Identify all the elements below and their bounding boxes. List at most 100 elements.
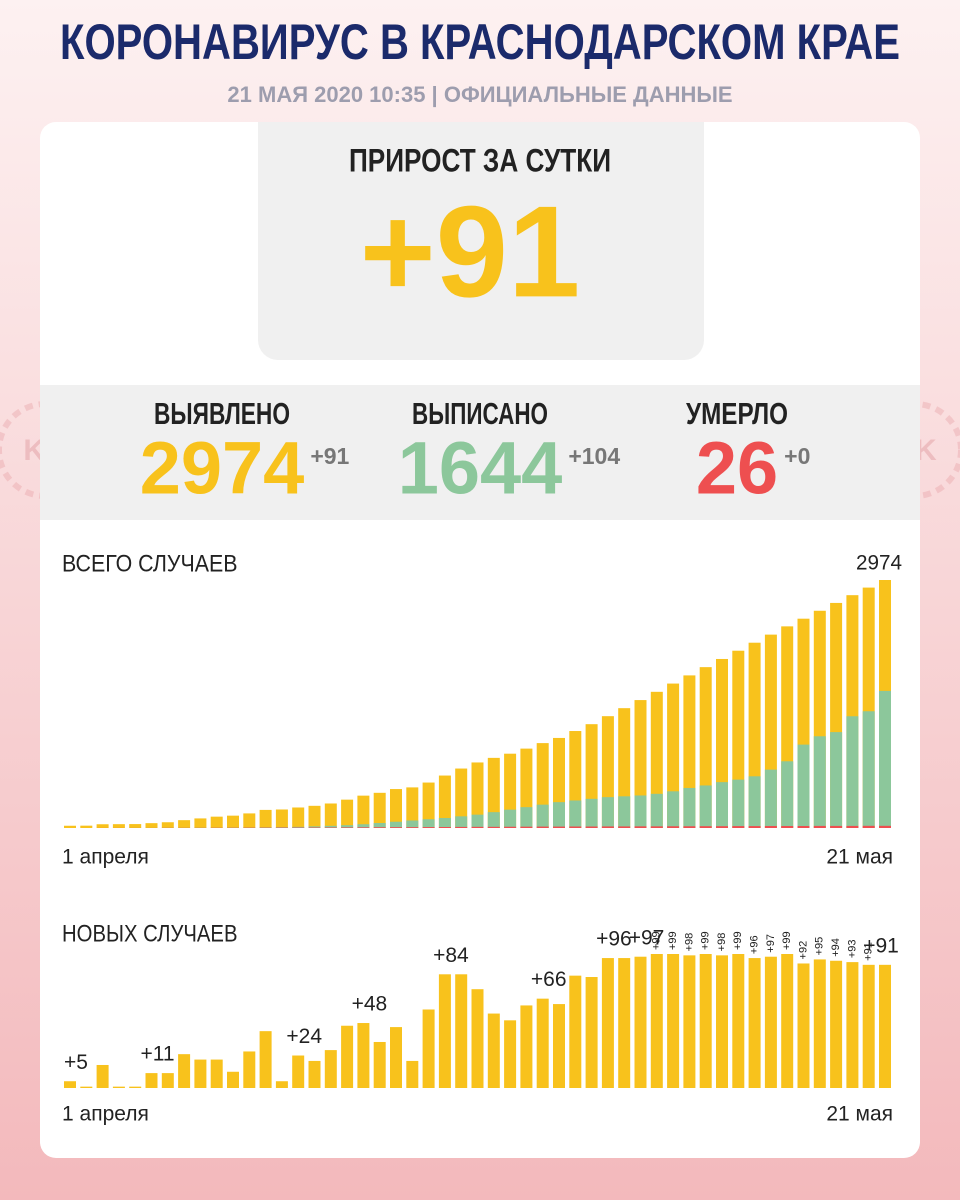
data-label: +99 [732, 931, 744, 950]
bar [129, 824, 142, 828]
bar [373, 792, 386, 828]
bar [308, 826, 321, 828]
data-label: +48 [352, 993, 388, 1016]
bar [438, 826, 451, 828]
bar [716, 955, 728, 1088]
bar [732, 954, 745, 1088]
bar [764, 769, 777, 828]
bar [601, 958, 614, 1088]
bar [357, 827, 370, 828]
bar [210, 816, 223, 828]
bar [178, 820, 191, 828]
daily-label: ПРИРОСТ ЗА СУТКИ [349, 142, 611, 178]
bar [80, 1086, 93, 1088]
bar [699, 954, 712, 1088]
bar [862, 711, 875, 828]
bar [422, 1009, 435, 1088]
bar [748, 776, 761, 828]
bar [683, 787, 696, 828]
bar [813, 825, 826, 828]
bar [748, 958, 761, 1088]
bar [422, 782, 435, 828]
bar [764, 825, 777, 828]
bar [373, 1041, 386, 1088]
x-tick-label: 1 апреля [62, 846, 149, 869]
bar [879, 964, 891, 1088]
bar [650, 793, 663, 828]
data-label: +97 [629, 926, 665, 949]
bar [813, 959, 826, 1088]
bar [357, 795, 370, 828]
bar [438, 775, 451, 828]
bar [553, 802, 565, 828]
stat-value: 1644 [398, 427, 563, 510]
x-tick-label: 21 мая [826, 1103, 893, 1126]
bar [292, 807, 305, 828]
bar [781, 825, 794, 828]
bar [830, 825, 843, 828]
bar [601, 797, 614, 828]
bar [80, 825, 93, 828]
daily-box [258, 122, 704, 360]
bar [846, 962, 859, 1088]
bar [227, 1071, 239, 1088]
bar [210, 1059, 223, 1088]
bar [422, 827, 435, 828]
bar [341, 1025, 354, 1088]
data-label: +93 [846, 939, 858, 958]
bar [406, 1060, 419, 1088]
bar [650, 954, 663, 1088]
bar [487, 757, 500, 828]
daily-value: +91 [360, 178, 581, 324]
bar [243, 1051, 256, 1088]
bar [112, 1086, 125, 1088]
bar [357, 1023, 370, 1088]
bar [797, 963, 810, 1088]
bar [422, 819, 435, 828]
bar [390, 1027, 402, 1088]
bar [520, 807, 533, 828]
bar [846, 716, 859, 828]
bar [259, 809, 272, 828]
stat-value: 26 [696, 427, 778, 510]
bar [618, 958, 631, 1088]
bar [145, 1073, 158, 1088]
bar [145, 823, 158, 828]
stat-change: +0 [784, 443, 810, 469]
bar [536, 826, 549, 828]
data-label: +99 [651, 931, 663, 950]
bar [520, 826, 533, 828]
stat-label: ВЫПИСАНО [412, 396, 548, 431]
bar [438, 974, 451, 1088]
bar [667, 954, 680, 1088]
bar [406, 820, 419, 828]
bar [487, 826, 500, 828]
bar [194, 818, 207, 828]
bar [504, 826, 517, 828]
bar [373, 827, 386, 828]
data-label: +24 [286, 1025, 322, 1048]
bar [732, 779, 745, 828]
bar [194, 1059, 207, 1088]
bar [324, 827, 337, 828]
data-label: +99 [667, 931, 679, 950]
stat-label: УМЕРЛО [686, 396, 788, 431]
bar [764, 956, 777, 1088]
bar [243, 813, 256, 828]
bar [667, 791, 680, 828]
bar [129, 1086, 142, 1088]
bar [96, 1064, 109, 1088]
bar [455, 768, 468, 828]
bar [862, 964, 875, 1088]
data-label: +91 [863, 934, 899, 957]
bar [879, 690, 891, 828]
bar [536, 998, 549, 1088]
bar [536, 804, 549, 828]
bar [390, 827, 402, 828]
bar [699, 785, 712, 828]
bar [112, 824, 125, 828]
stat-label: ВЫЯВЛЕНО [154, 396, 290, 431]
bar [308, 1060, 321, 1088]
bar [569, 975, 582, 1088]
